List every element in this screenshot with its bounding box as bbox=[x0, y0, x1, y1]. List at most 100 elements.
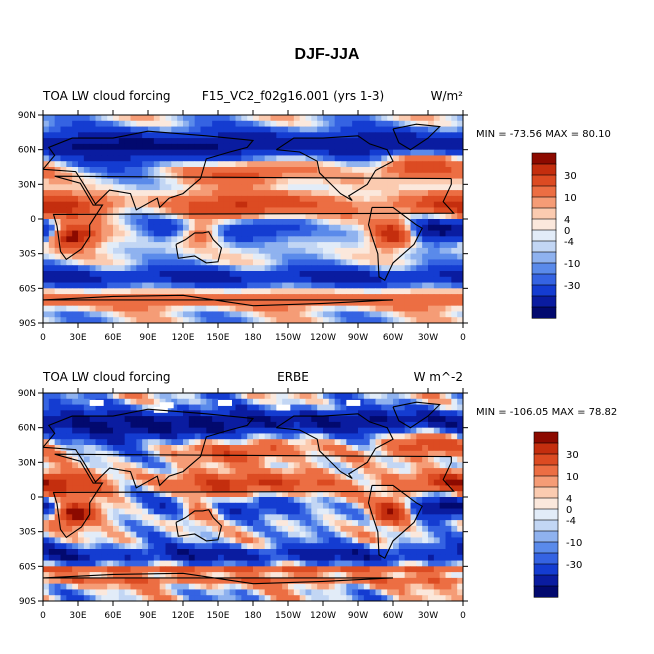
heatmap-cell bbox=[247, 213, 254, 220]
heatmap-cell bbox=[235, 253, 242, 260]
heatmap-cell bbox=[346, 224, 353, 231]
heatmap-cell bbox=[212, 138, 219, 145]
heatmap-cell bbox=[422, 230, 429, 237]
heatmap-cell bbox=[177, 491, 184, 498]
heatmap-cell bbox=[340, 514, 347, 521]
heatmap-cell bbox=[276, 294, 283, 301]
heatmap-cell bbox=[416, 126, 423, 133]
heatmap-cell bbox=[293, 288, 301, 295]
heatmap-cell bbox=[340, 566, 347, 573]
heatmap-cell bbox=[83, 537, 91, 544]
heatmap-cell bbox=[381, 462, 388, 469]
heatmap-cell bbox=[48, 172, 56, 179]
heatmap-cell bbox=[89, 433, 96, 440]
heatmap-cell bbox=[153, 485, 161, 492]
heatmap-cell bbox=[369, 462, 376, 469]
heatmap-cell bbox=[43, 236, 50, 243]
heatmap-cell bbox=[153, 265, 161, 272]
heatmap-cell bbox=[428, 485, 435, 492]
heatmap-cell bbox=[183, 149, 190, 156]
heatmap-cell bbox=[206, 207, 213, 214]
heatmap-cell bbox=[66, 224, 73, 231]
heatmap-cell bbox=[247, 299, 254, 307]
heatmap-cell bbox=[130, 543, 137, 550]
heatmap-cell bbox=[311, 433, 318, 440]
heatmap-cell bbox=[95, 138, 102, 145]
heatmap-cell bbox=[48, 549, 56, 556]
heatmap-cell bbox=[451, 143, 458, 151]
heatmap-cell bbox=[60, 543, 67, 550]
heatmap-cell bbox=[183, 427, 190, 434]
heatmap-cell bbox=[48, 195, 56, 203]
heatmap-cell bbox=[165, 410, 172, 417]
heatmap-cell bbox=[60, 439, 67, 446]
heatmap-cell bbox=[398, 253, 406, 260]
heatmap-cell bbox=[247, 427, 254, 434]
heatmap-cell bbox=[358, 242, 365, 249]
heatmap-cell bbox=[124, 404, 131, 411]
heatmap-cell bbox=[83, 143, 91, 151]
heatmap-cell bbox=[393, 161, 400, 168]
heatmap-cell bbox=[311, 421, 318, 429]
heatmap-cell bbox=[264, 537, 271, 544]
heatmap-cell bbox=[247, 525, 254, 533]
heatmap-cell bbox=[352, 247, 359, 255]
heatmap-cell bbox=[305, 317, 312, 324]
heatmap-cell bbox=[200, 190, 207, 197]
heatmap-cell bbox=[416, 288, 423, 295]
heatmap-cell bbox=[276, 479, 283, 486]
heatmap-cell bbox=[293, 219, 301, 226]
heatmap-cell bbox=[457, 485, 464, 492]
heatmap-cell bbox=[299, 126, 306, 133]
heatmap-cell bbox=[428, 456, 435, 463]
heatmap-cell bbox=[43, 433, 50, 440]
heatmap-cell bbox=[323, 126, 330, 133]
heatmap-cell bbox=[171, 276, 178, 283]
heatmap-cell bbox=[323, 120, 330, 127]
heatmap-cell bbox=[369, 543, 376, 550]
heatmap-cell bbox=[457, 132, 464, 139]
heatmap-cell bbox=[416, 207, 423, 214]
heatmap-cell bbox=[124, 288, 131, 295]
heatmap-cell bbox=[194, 439, 201, 446]
heatmap-cell bbox=[387, 288, 394, 295]
heatmap-cell bbox=[253, 462, 260, 469]
heatmap-cell bbox=[398, 161, 406, 168]
heatmap-cell bbox=[43, 491, 50, 498]
heatmap-cell bbox=[113, 305, 120, 312]
heatmap-cell bbox=[311, 549, 318, 556]
heatmap-cell bbox=[451, 259, 458, 266]
heatmap-cell bbox=[72, 445, 79, 452]
heatmap-cell bbox=[381, 126, 388, 133]
heatmap-cell bbox=[410, 299, 417, 307]
heatmap-cell bbox=[101, 172, 108, 179]
heatmap-cell bbox=[433, 132, 441, 139]
heatmap-cell bbox=[311, 491, 318, 498]
heatmap-cell bbox=[200, 247, 207, 255]
heatmap-cell bbox=[416, 514, 423, 521]
heatmap-cell bbox=[433, 115, 441, 122]
heatmap-cell bbox=[130, 502, 137, 509]
heatmap-cell bbox=[148, 520, 155, 527]
heatmap-cell bbox=[387, 294, 394, 301]
heatmap-cell bbox=[148, 531, 155, 538]
heatmap-cell bbox=[270, 531, 277, 538]
heatmap-cell bbox=[218, 554, 225, 561]
heatmap-cell bbox=[288, 433, 295, 440]
heatmap-cell bbox=[136, 421, 143, 429]
heatmap-cell bbox=[78, 242, 85, 249]
heatmap-cell bbox=[340, 537, 347, 544]
heatmap-cell bbox=[107, 299, 114, 307]
heatmap-cell bbox=[352, 149, 359, 156]
heatmap-cell bbox=[323, 271, 330, 278]
heatmap-cell bbox=[107, 224, 114, 231]
heatmap-cell bbox=[346, 566, 353, 573]
heatmap-cell bbox=[235, 276, 242, 283]
heatmap-cell bbox=[148, 224, 155, 231]
heatmap-cell bbox=[457, 178, 464, 185]
heatmap-cell bbox=[299, 566, 306, 573]
heatmap-cell bbox=[78, 514, 85, 521]
heatmap-cell bbox=[235, 317, 242, 324]
heatmap-cell bbox=[153, 219, 161, 226]
heatmap-cell bbox=[101, 155, 108, 162]
